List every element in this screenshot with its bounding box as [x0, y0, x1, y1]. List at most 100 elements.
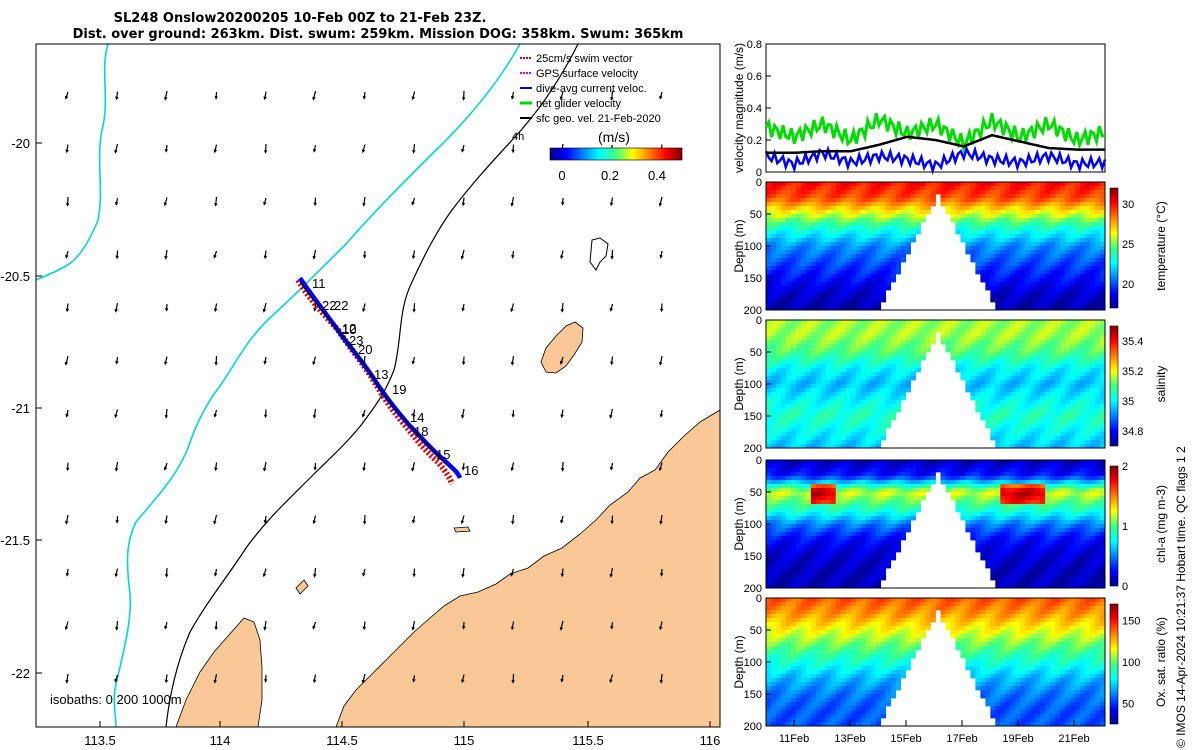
section-cell — [995, 320, 1001, 325]
section-cell — [830, 282, 837, 287]
section-cell — [875, 540, 882, 545]
section-cell — [805, 560, 812, 565]
velocity-arrow — [263, 620, 267, 631]
section-cell — [1040, 412, 1046, 417]
section-cell — [1005, 230, 1011, 235]
section-cell — [940, 194, 946, 199]
section-cell — [815, 420, 822, 425]
section-cell — [790, 560, 797, 565]
section-cell — [855, 444, 862, 449]
section-cell — [1040, 436, 1046, 441]
section-cell — [805, 250, 812, 255]
section-cell — [870, 222, 877, 227]
section-cell — [1055, 182, 1061, 187]
velocity-arrow — [361, 673, 366, 684]
section-cell — [1085, 270, 1091, 275]
section-cell — [795, 576, 802, 581]
section-cell — [980, 368, 986, 373]
depth-tick-label: 200 — [744, 443, 762, 455]
section-cell — [830, 234, 837, 239]
section-cell — [1070, 238, 1076, 243]
section-cell — [910, 340, 916, 345]
section-cell — [830, 340, 837, 345]
colorbar-tick-label: 35.4 — [1122, 336, 1143, 348]
section-cell — [960, 190, 966, 195]
section-cell — [925, 190, 931, 195]
section-cell — [825, 262, 832, 267]
section-cell — [780, 206, 787, 211]
section-cell — [1005, 392, 1011, 397]
section-cell — [775, 424, 782, 429]
section-cell — [860, 400, 867, 405]
day-label: 22 — [334, 298, 348, 313]
section-cell — [780, 364, 787, 369]
section-cell — [785, 584, 792, 589]
velocity-arrow — [659, 621, 663, 631]
section-cell — [1100, 234, 1106, 239]
section-cell — [845, 444, 852, 449]
section-cell — [1030, 368, 1036, 373]
section-cell — [1000, 440, 1006, 445]
section-cell — [1100, 424, 1106, 429]
section-cell — [1030, 214, 1036, 219]
section-cell — [1095, 210, 1101, 215]
section-cell — [790, 254, 797, 259]
section-cell — [785, 282, 792, 287]
section-cell — [990, 262, 996, 267]
section-cell — [1035, 412, 1041, 417]
section-cell — [940, 340, 946, 345]
section-cell — [785, 416, 792, 421]
section-cell — [830, 302, 837, 307]
section-cell — [780, 420, 787, 425]
section-cell — [860, 380, 867, 385]
section-cell — [825, 500, 832, 505]
section-cell — [775, 400, 782, 405]
section-cell — [1030, 194, 1036, 199]
section-cell — [860, 508, 867, 513]
section-cell — [785, 234, 792, 239]
section-cell — [845, 428, 852, 433]
section-cell — [780, 552, 787, 557]
section-cell — [875, 182, 882, 187]
section-cell — [875, 266, 882, 271]
section-cell — [775, 584, 782, 589]
section-cell — [1015, 428, 1021, 433]
section-cell — [766, 210, 772, 215]
section-cell — [975, 230, 981, 235]
section-cell — [1005, 266, 1011, 271]
section-cell — [825, 364, 832, 369]
section-cell — [1005, 384, 1011, 389]
section-cell — [895, 544, 902, 549]
section-cell — [800, 384, 807, 389]
section-cell — [825, 306, 832, 311]
section-cell — [820, 238, 827, 243]
section-cell — [910, 214, 916, 219]
section-cell — [820, 364, 827, 369]
section-cell — [1100, 384, 1106, 389]
section-cell — [865, 202, 872, 207]
section-cell — [1090, 384, 1096, 389]
section-cell — [895, 404, 902, 409]
section-cell — [1055, 306, 1061, 311]
section-cell — [1025, 206, 1031, 211]
section-cell — [990, 372, 996, 377]
section-cell — [945, 472, 951, 477]
section-cell — [1005, 436, 1011, 441]
section-cell — [1050, 226, 1056, 231]
section-cell — [770, 484, 777, 489]
section-cell — [770, 190, 777, 195]
section-cell — [805, 290, 812, 295]
section-cell — [840, 408, 847, 413]
section-cell — [766, 488, 772, 493]
section-cell — [1090, 400, 1096, 405]
section-cell — [985, 360, 991, 365]
section-cell — [980, 210, 986, 215]
section-cell — [1075, 344, 1081, 349]
section-cell — [890, 320, 897, 325]
section-cell — [805, 404, 812, 409]
section-cell — [830, 254, 837, 259]
section-cell — [775, 194, 782, 199]
section-cell — [790, 218, 797, 223]
section-cell — [865, 222, 872, 227]
section-cell — [995, 424, 1001, 429]
